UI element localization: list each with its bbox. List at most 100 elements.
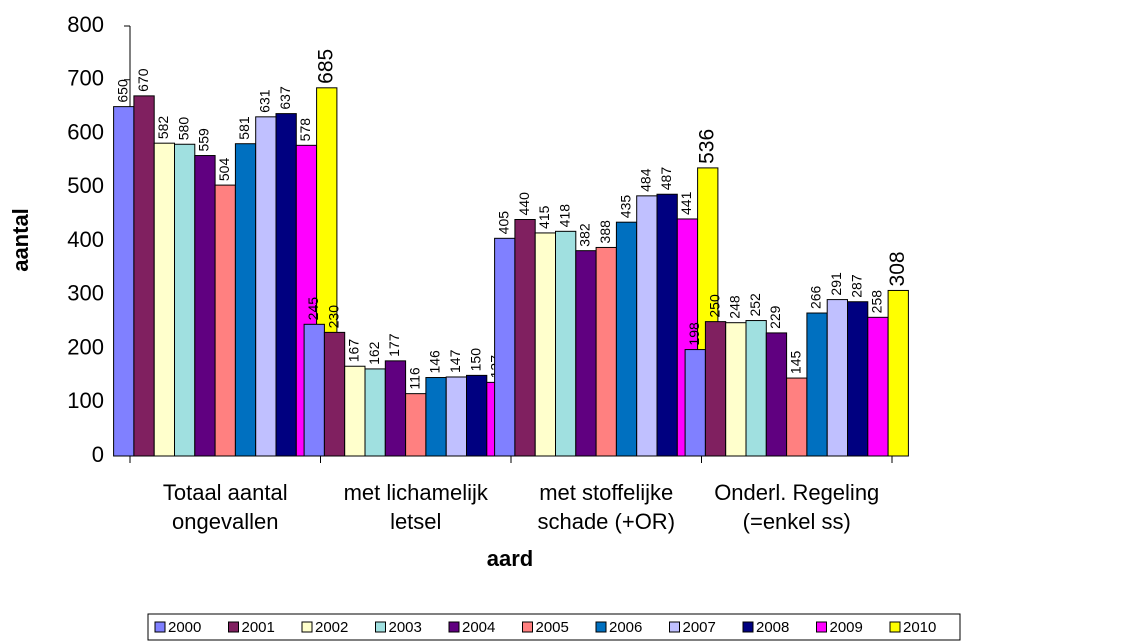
value-label: 670 [135,68,151,92]
bar [887,289,909,457]
bar [786,377,808,457]
value-label: 230 [325,305,341,329]
y-tick-label: 0 [92,442,104,467]
bar [344,365,366,457]
y-tick-label: 400 [67,227,104,252]
y-tick-label: 600 [67,119,104,144]
legend-swatch [228,621,239,633]
y-axis-label: aantal [8,208,33,272]
bar [445,376,468,457]
bar [214,184,236,457]
legend-label: 2002 [315,619,348,636]
value-label: 441 [678,191,694,215]
x-tick-label: (=enkel ss) [743,509,851,534]
value-label: 650 [114,79,130,103]
value-label: 252 [747,293,763,317]
bar [364,368,386,457]
bar [405,393,427,457]
legend-label: 2006 [609,619,642,636]
value-label: 631 [257,89,273,113]
value-label: 435 [617,195,633,219]
value-label: 177 [386,333,402,357]
bar [113,106,135,457]
x-tick-label: schade (+OR) [537,509,675,534]
bar [656,193,678,457]
legend-swatch [816,621,827,633]
y-tick-label: 500 [67,173,104,198]
value-label: 162 [366,341,382,365]
value-label: 250 [706,294,722,318]
value-label: 637 [277,86,293,110]
legend-swatch [595,621,607,633]
bar [323,331,346,457]
legend-label: 2001 [242,619,275,636]
bar [555,230,577,457]
value-label: 685 [314,49,337,84]
bar [255,116,277,457]
value-label: 382 [577,223,593,247]
x-tick-label: Totaal aantal [163,480,288,505]
legend-label: 2007 [683,619,716,636]
legend-swatch [448,621,460,633]
legend-swatch [301,621,313,633]
legend-label: 2008 [756,619,789,636]
value-label: 582 [155,116,171,140]
bar [384,360,407,457]
value-label: 580 [175,117,191,141]
value-label: 229 [767,305,783,329]
bar [234,143,257,457]
x-tick-label: ongevallen [172,509,278,534]
legend-swatch [154,621,166,633]
legend-swatch [375,621,386,633]
value-label: 248 [727,295,743,319]
x-tick-label: met lichamelijk [344,480,489,505]
value-label: 581 [236,116,252,140]
value-label: 150 [467,348,483,372]
bar [514,219,536,457]
y-tick-label: 300 [67,281,104,306]
legend-label: 2003 [389,619,422,636]
y-tick-label: 800 [67,12,104,37]
bar [745,320,767,457]
value-label: 145 [787,350,803,374]
value-label: 559 [196,128,212,152]
value-label: 388 [597,220,613,244]
bar [275,113,297,457]
bar [826,299,849,457]
bar [847,301,869,457]
legend-swatch [669,621,680,633]
bar [704,321,727,457]
bar [595,246,617,457]
value-label: 504 [216,158,232,182]
value-label: 198 [686,322,702,346]
bar [765,332,788,457]
value-label: 440 [516,192,532,216]
value-label: 291 [828,272,844,296]
x-tick-label: met stoffelijke [539,480,673,505]
value-label: 116 [406,367,422,390]
legend-label: 2004 [462,619,495,636]
x-axis-label: aard [487,546,533,571]
y-tick-label: 700 [67,66,104,91]
legend-label: 2000 [168,619,201,636]
y-tick-label: 100 [67,388,104,413]
bar [684,349,706,457]
value-label: 487 [658,167,674,191]
bar [466,374,488,457]
bar [806,312,828,457]
bar [575,250,597,457]
value-label: 258 [869,290,885,314]
value-label: 146 [427,350,443,374]
bar [867,316,889,457]
value-label: 415 [536,205,552,229]
value-label: 245 [305,297,321,321]
bar [494,237,516,457]
value-label: 536 [695,129,718,164]
value-label: 405 [495,211,511,235]
bar [153,142,175,457]
value-label: 266 [808,285,824,309]
bar [725,322,747,457]
value-label: 287 [848,274,864,298]
legend-swatch [522,621,533,633]
